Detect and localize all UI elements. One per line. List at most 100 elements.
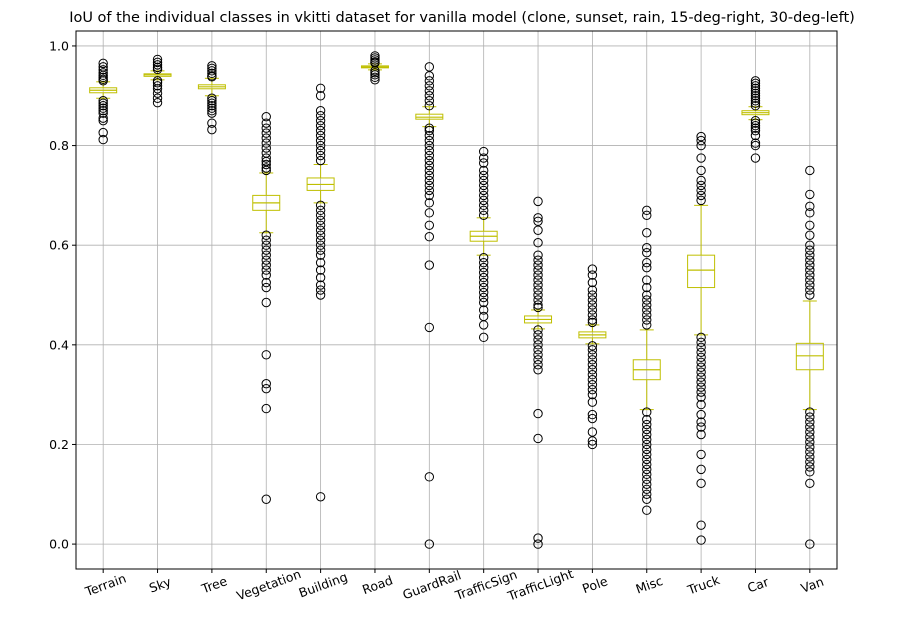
flier-point (261, 403, 271, 414)
flier-point (750, 123, 761, 133)
box-misc (632, 205, 661, 515)
flier-point (805, 467, 815, 477)
flier-point (642, 290, 652, 300)
flier-point (750, 81, 761, 91)
flier-point (642, 310, 652, 320)
flier-point (642, 439, 652, 450)
flier-point (696, 135, 706, 146)
flier-point (642, 262, 652, 273)
flier-point (696, 165, 706, 176)
x-tick-label: Truck (685, 572, 723, 598)
flier-point (533, 285, 543, 295)
flier-point (805, 427, 815, 437)
flier-point (478, 262, 489, 273)
flier-point (642, 320, 652, 330)
flier-point (315, 200, 326, 211)
flier-point (315, 215, 326, 225)
flier-point (805, 189, 815, 200)
flier-point (696, 347, 706, 358)
flier-point (315, 130, 326, 141)
flier-point (642, 282, 652, 293)
x-tick-label: Pole (580, 573, 610, 596)
flier-point (98, 103, 108, 113)
flier-point (478, 180, 489, 191)
flier-point (805, 407, 815, 417)
flier-point (696, 478, 706, 489)
box-building (306, 83, 335, 502)
flier-point (696, 387, 706, 397)
flier-point (533, 533, 543, 543)
flier-point (805, 452, 815, 462)
flier-point (152, 57, 163, 68)
flier-point (424, 185, 435, 196)
flier-point (98, 134, 108, 145)
flier-point (207, 124, 217, 135)
flier-point (805, 220, 815, 230)
flier-point (315, 115, 326, 126)
flier-point (478, 320, 489, 330)
flier-point (642, 300, 652, 310)
flier-point (696, 392, 706, 402)
flier-point (805, 270, 815, 280)
flier-point (750, 83, 761, 93)
flier-point (478, 252, 489, 263)
flier-point (642, 489, 652, 499)
flier-point (261, 128, 271, 138)
flier-point (152, 88, 163, 98)
axis-layer: 0.0 0.2 0.4 0.6 0.8 1.0 Terrain Sky Tree Vegetati… (49, 38, 826, 603)
flier-point (315, 83, 326, 93)
flier-point (587, 439, 598, 450)
flier-point (696, 175, 706, 186)
flier-point (533, 345, 543, 355)
flier-point (424, 175, 435, 186)
flier-point (261, 265, 271, 275)
x-tick-label: Van (799, 574, 826, 596)
flier-point (750, 76, 761, 86)
box-car (741, 76, 770, 163)
flier-point (478, 165, 489, 176)
flier-point (478, 210, 489, 221)
flier-point (424, 155, 435, 166)
flier-point (315, 220, 326, 230)
box-truck (687, 131, 716, 545)
flier-point (805, 290, 815, 300)
flier-point (261, 297, 271, 308)
flier-point (805, 462, 815, 472)
flier-point (424, 96, 435, 106)
flier-point (587, 300, 598, 310)
flier-point (261, 153, 271, 163)
flier-point (315, 91, 326, 101)
x-tick-label: Tree (199, 573, 230, 596)
flier-point (207, 118, 217, 128)
flier-point (478, 257, 489, 268)
flier-point (478, 185, 489, 196)
x-tick-label: Misc (634, 573, 665, 597)
flier-point (315, 150, 326, 161)
iqr-box (795, 342, 824, 371)
flier-point (750, 101, 761, 111)
flier-point (424, 86, 435, 96)
flier-point (805, 255, 815, 265)
flier-point (315, 210, 326, 221)
flier-point (533, 330, 543, 340)
iqr-box (687, 254, 716, 289)
flier-point (696, 372, 706, 382)
flier-point (805, 422, 815, 432)
chart-title: IoU of the individual classes in vkitti … (69, 10, 855, 26)
flier-point (478, 158, 489, 168)
flier-point (424, 322, 435, 333)
flier-point (424, 145, 435, 156)
x-tick-label: Terrain (82, 570, 128, 599)
flier-point (424, 140, 435, 151)
flier-point (98, 58, 108, 69)
flier-point (750, 153, 761, 163)
flier-point (152, 78, 163, 88)
flier-point (424, 125, 435, 136)
flier-point (587, 317, 598, 328)
flier-point (587, 436, 598, 446)
flier-point (315, 230, 326, 240)
flier-point (533, 238, 543, 248)
flier-point (533, 213, 543, 223)
flier-point (424, 101, 435, 111)
flier-point (805, 260, 815, 270)
